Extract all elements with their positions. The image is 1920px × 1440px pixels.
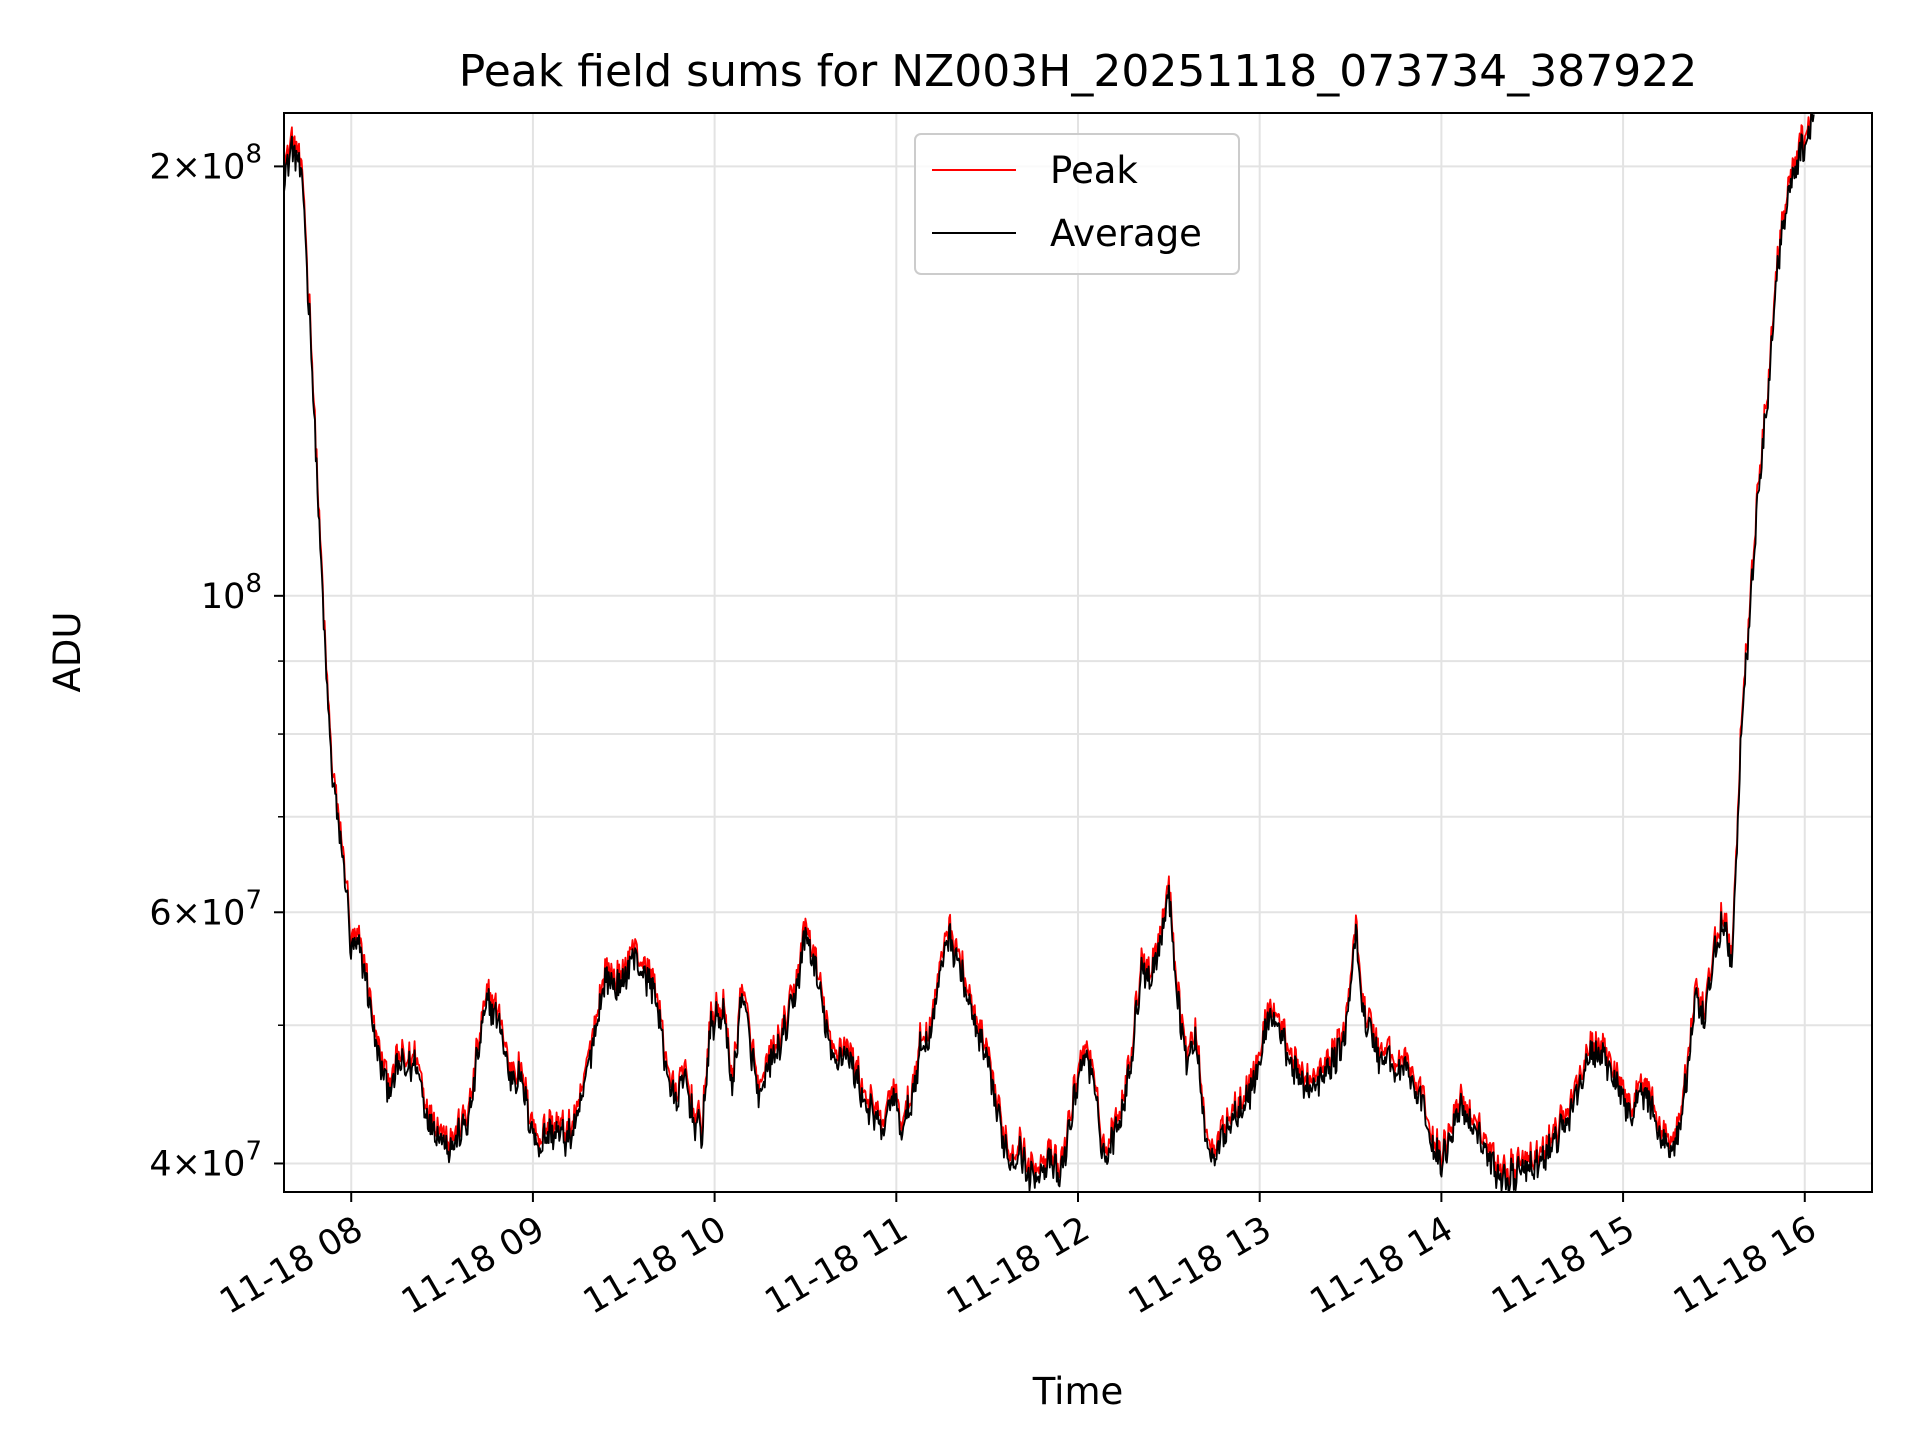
series-group	[283, 112, 1815, 1193]
chart-title: Peak field sums for NZ003H_20251118_0737…	[459, 46, 1697, 97]
y-tick-label: 108	[201, 569, 262, 617]
legend-label-average: Average	[1050, 212, 1202, 255]
x-axis-label: Time	[1032, 1370, 1124, 1413]
legend: Peak Average	[914, 133, 1240, 275]
y-tick-label: 4×107	[149, 1136, 262, 1184]
y-axis: 4×107 6×107 108 2×108	[149, 139, 284, 1184]
y-tick-label: 6×107	[149, 885, 262, 933]
series-line-average	[283, 113, 1815, 1193]
legend-label-peak: Peak	[1050, 149, 1138, 192]
y-tick-label: 2×108	[149, 139, 262, 187]
y-axis-label: ADU	[46, 612, 89, 693]
